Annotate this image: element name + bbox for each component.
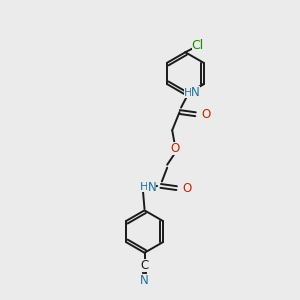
Text: C: C: [140, 259, 148, 272]
Text: N: N: [191, 86, 200, 99]
Text: H: H: [184, 88, 193, 98]
Text: N: N: [140, 274, 149, 287]
Text: O: O: [183, 182, 192, 195]
Text: Cl: Cl: [192, 39, 204, 52]
Text: N: N: [148, 181, 156, 194]
Text: O: O: [170, 142, 179, 155]
Text: H: H: [140, 182, 149, 192]
Text: O: O: [201, 109, 211, 122]
